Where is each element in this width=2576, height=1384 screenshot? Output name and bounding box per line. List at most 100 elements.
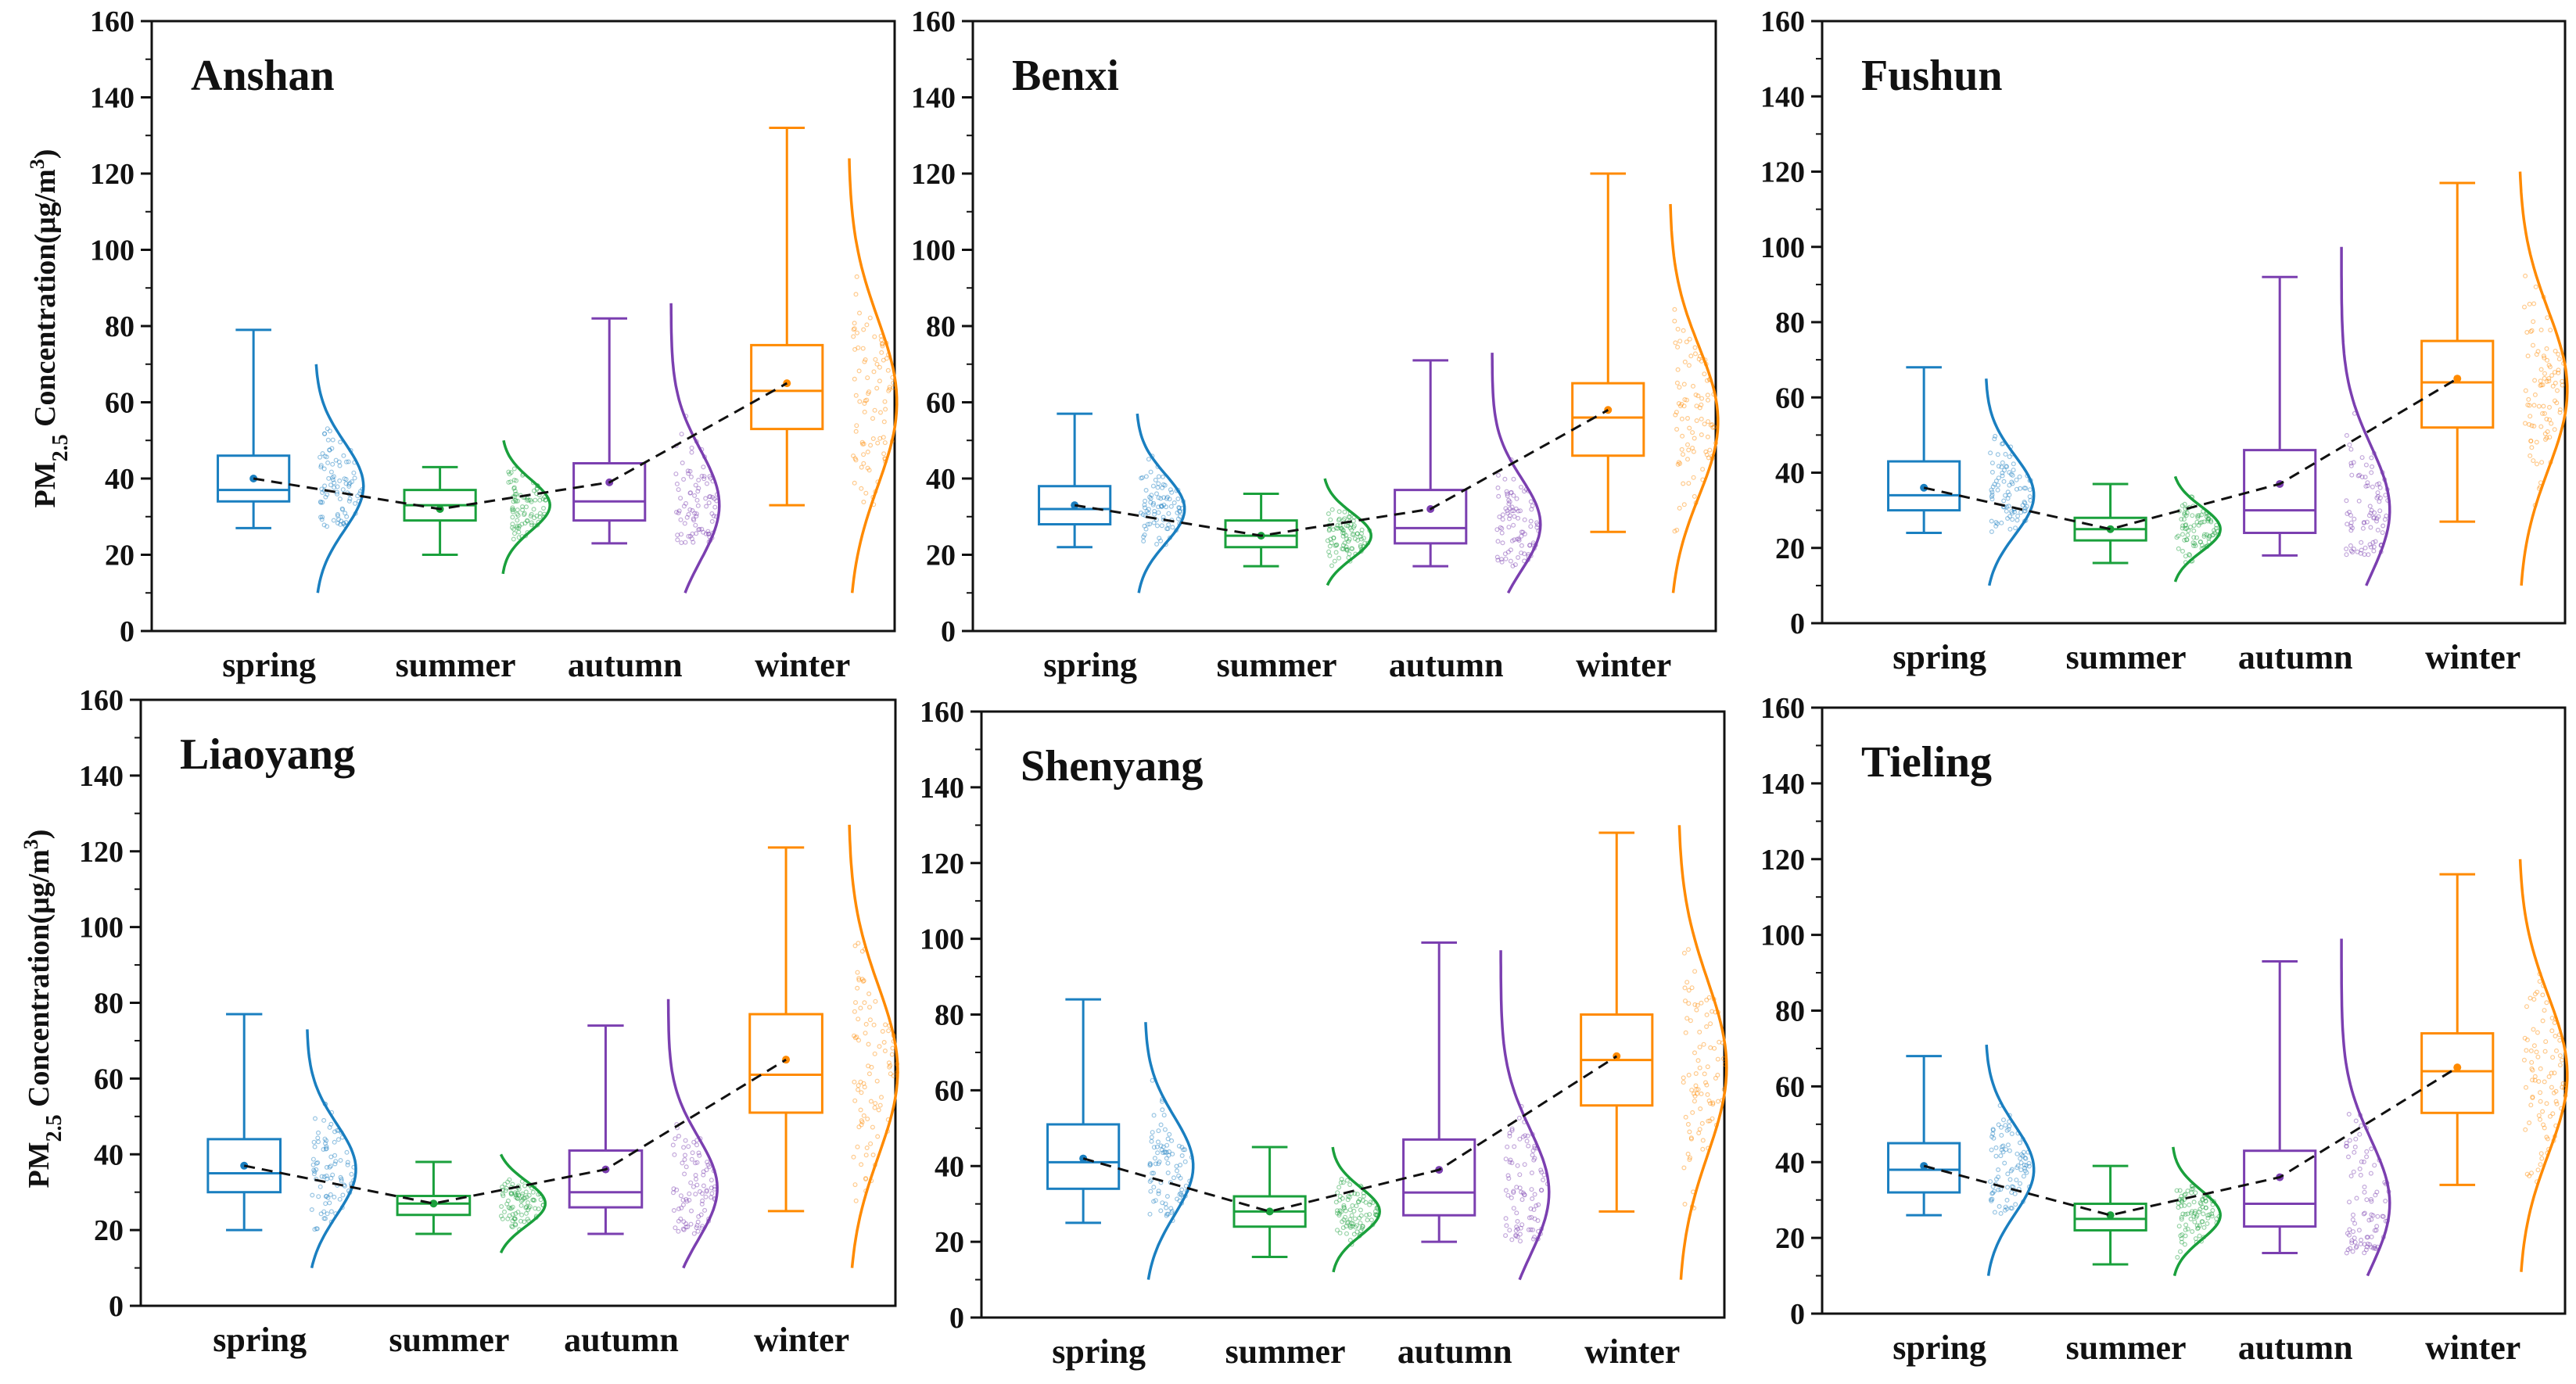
scatter-point bbox=[1363, 1199, 1369, 1205]
scatter-point bbox=[851, 334, 856, 339]
scatter-point bbox=[1156, 1191, 1161, 1196]
scatter-point bbox=[531, 1197, 536, 1203]
scatter-point bbox=[1149, 1135, 1154, 1140]
scatter-point bbox=[1344, 1224, 1349, 1229]
scatter-point bbox=[681, 504, 687, 509]
scatter-point bbox=[1143, 513, 1148, 518]
scatter-point bbox=[1344, 547, 1350, 553]
scatter-point bbox=[1687, 1156, 1692, 1162]
scatter-point bbox=[2193, 1236, 2198, 1242]
scatter-point bbox=[1699, 1000, 1704, 1006]
scatter-point bbox=[1685, 1151, 1691, 1156]
scatter-point bbox=[1347, 1238, 1353, 1243]
scatter-point bbox=[1336, 516, 1342, 522]
scatter-point bbox=[1692, 1205, 1697, 1210]
scatter-point bbox=[686, 511, 691, 517]
scatter-point bbox=[863, 398, 868, 403]
scatter-point bbox=[1989, 487, 1994, 493]
scatter-point bbox=[1509, 457, 1514, 462]
scatter-point bbox=[1147, 522, 1153, 527]
scatter-point bbox=[1518, 1225, 1523, 1231]
scatter-point bbox=[1990, 1131, 1996, 1136]
scatter-point bbox=[2538, 1117, 2543, 1122]
scatter-point bbox=[2542, 431, 2548, 436]
scatter-point bbox=[344, 514, 350, 519]
scatter-point bbox=[2022, 508, 2027, 514]
scatter-point bbox=[1708, 1101, 1713, 1106]
mean-trend-line bbox=[1082, 1055, 1618, 1213]
scatter-point bbox=[328, 1121, 334, 1127]
scatter-point bbox=[1159, 1147, 1164, 1153]
scatter-point bbox=[1165, 526, 1171, 532]
scatter-point bbox=[512, 1221, 518, 1227]
scatter-point bbox=[1161, 482, 1166, 487]
scatter-point bbox=[2538, 484, 2543, 489]
scatter-point bbox=[1699, 402, 1704, 407]
scatter-point bbox=[696, 1214, 701, 1219]
scatter-point bbox=[2180, 1196, 2185, 1202]
scatter-point bbox=[686, 533, 691, 539]
scatter-point bbox=[674, 1187, 680, 1192]
scatter-point bbox=[2545, 1136, 2550, 1142]
scatter-point bbox=[360, 486, 365, 492]
scatter-point bbox=[500, 1192, 505, 1197]
scatter-point bbox=[1169, 1138, 1175, 1143]
scatter-point bbox=[1712, 1045, 1717, 1051]
scatter-point bbox=[710, 479, 716, 484]
scatter-point bbox=[314, 1226, 319, 1232]
scatter-point bbox=[1523, 486, 1529, 492]
scatter-point bbox=[2348, 523, 2354, 529]
scatter-point bbox=[1358, 549, 1364, 554]
scatter-point bbox=[693, 1192, 698, 1197]
panel-frame bbox=[1821, 706, 2567, 1315]
scatter-point bbox=[1358, 1213, 1364, 1218]
scatter-point bbox=[338, 522, 343, 527]
scatter-point bbox=[2524, 1048, 2529, 1053]
scatter-point bbox=[687, 468, 693, 474]
scatter-point bbox=[2525, 353, 2531, 359]
scatter-point bbox=[1370, 1200, 1376, 1206]
scatter-point bbox=[331, 518, 336, 523]
scatter-point bbox=[676, 487, 681, 493]
scatter-point bbox=[1335, 1190, 1340, 1196]
scatter-point bbox=[1515, 1218, 1520, 1224]
scatter-point bbox=[684, 1199, 690, 1204]
scatter-point bbox=[2003, 451, 2008, 457]
scatter-point bbox=[2538, 1151, 2544, 1156]
scatter-point bbox=[1174, 528, 1179, 533]
scatter-point bbox=[1989, 461, 1995, 466]
scatter-point bbox=[2351, 1169, 2356, 1174]
scatter-point bbox=[2524, 1085, 2529, 1090]
scatter-point bbox=[2374, 482, 2380, 487]
scatter-point bbox=[2543, 1039, 2549, 1045]
scatter-points bbox=[318, 426, 365, 529]
scatter-point bbox=[858, 1006, 863, 1011]
scatter-point bbox=[1511, 1189, 1516, 1194]
scatter-point bbox=[1692, 969, 1698, 974]
scatter-point bbox=[852, 1182, 858, 1188]
scatter-point bbox=[309, 1207, 314, 1212]
box-summer: summer bbox=[1225, 1146, 1381, 1371]
scatter-point bbox=[2022, 1155, 2028, 1160]
scatter-point bbox=[1526, 551, 1531, 557]
scatter-point bbox=[2347, 509, 2352, 515]
scatter-point bbox=[2553, 1134, 2558, 1139]
scatter-point bbox=[2190, 558, 2195, 564]
scatter-point bbox=[1710, 456, 1715, 461]
panel-title: Shenyang bbox=[1021, 742, 1203, 791]
scatter-point bbox=[1362, 540, 1368, 546]
scatter-point bbox=[524, 497, 529, 503]
scatter-point bbox=[1691, 449, 1696, 454]
scatter-point bbox=[510, 522, 515, 527]
scatter-point bbox=[1516, 1115, 1522, 1120]
scatter-point bbox=[2191, 1199, 2197, 1205]
scatter-point bbox=[2362, 1189, 2367, 1195]
scatter-point bbox=[694, 1224, 699, 1230]
scatter-point bbox=[1504, 489, 1509, 494]
scatter-point bbox=[2000, 441, 2006, 446]
scatter-point bbox=[859, 439, 865, 445]
scatter-point bbox=[2384, 486, 2390, 492]
scatter-point bbox=[2369, 1244, 2374, 1250]
scatter-point bbox=[1989, 1198, 1994, 1203]
scatter-point bbox=[2007, 526, 2013, 532]
